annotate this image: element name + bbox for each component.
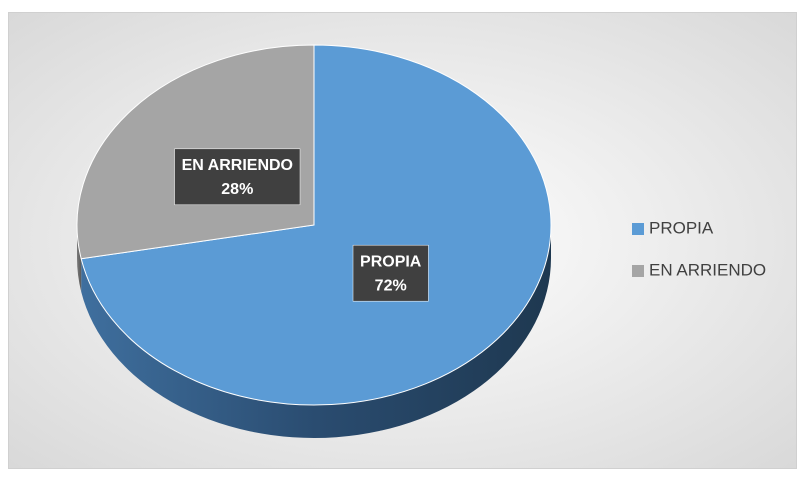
data-label-category: EN ARRIENDO <box>182 157 293 174</box>
data-label-value: 72% <box>375 277 407 294</box>
legend-label: PROPIA <box>649 218 714 237</box>
pie-side <box>77 225 82 292</box>
pie-slice <box>80 44 552 406</box>
legend-label: EN ARRIENDO <box>649 260 766 279</box>
legend-swatch <box>632 265 644 277</box>
data-label-value: 28% <box>221 181 253 198</box>
pie-side <box>81 225 551 438</box>
pie <box>76 44 552 438</box>
data-label-box <box>352 244 429 302</box>
data-label-category: PROPIA <box>360 253 422 270</box>
legend-swatch <box>632 223 644 235</box>
data-labels: PROPIA 72% EN ARRIENDO 28% <box>174 148 429 302</box>
legend: PROPIA EN ARRIENDO <box>632 218 766 279</box>
data-label-box <box>174 148 301 206</box>
